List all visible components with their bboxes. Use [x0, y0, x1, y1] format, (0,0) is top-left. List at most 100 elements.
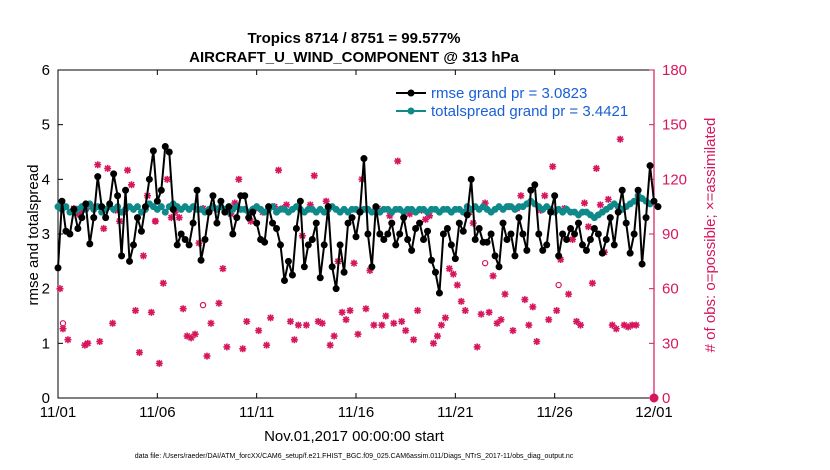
obs-assimilated-point: [239, 345, 247, 353]
rmse-point: [66, 230, 74, 238]
obs-assimilated-point: [159, 279, 167, 287]
obs-assimilated-point: [163, 175, 171, 183]
rmse-point: [161, 143, 169, 151]
rmse-point: [336, 241, 344, 249]
obs-total-marker: [649, 393, 659, 403]
obs-assimilated-point: [318, 319, 326, 327]
rmse-point: [614, 208, 622, 216]
obs-assimilated-point: [286, 317, 294, 325]
rmse-point: [90, 214, 98, 222]
rmse-point: [404, 235, 412, 243]
rmse-point: [630, 230, 638, 238]
obs-assimilated-point: [84, 339, 92, 347]
rmse-point: [70, 205, 78, 213]
rmse-point: [431, 268, 439, 276]
rmse-point: [471, 235, 479, 243]
obs-assimilated-point: [604, 195, 612, 203]
rmse-point: [507, 230, 515, 238]
rmse-point: [102, 214, 110, 222]
rmse-point: [638, 260, 646, 268]
rmse-point: [463, 211, 471, 219]
rmse-point: [177, 230, 185, 238]
rmse-point: [388, 219, 396, 227]
rmse-point: [265, 203, 273, 211]
obs-assimilated-point: [612, 325, 620, 333]
obs-assimilated-point: [247, 217, 255, 225]
obs-assimilated-point: [549, 163, 557, 171]
obs-assimilated-point: [310, 172, 318, 180]
legend-box: [394, 80, 650, 120]
y2-tick-label: 0: [662, 390, 670, 407]
rmse-point: [181, 235, 189, 243]
rmse-point: [118, 252, 126, 260]
obs-possible-point: [481, 259, 489, 267]
rmse-point: [380, 235, 388, 243]
y-tick-label: 0: [42, 390, 50, 407]
obs-possible-point: [152, 218, 159, 225]
rmse-point: [153, 197, 161, 205]
rmse-point: [273, 225, 281, 233]
obs-assimilated-point: [187, 334, 195, 342]
obs-assimilated-point: [406, 210, 414, 218]
y2-tick-label: 60: [662, 281, 679, 298]
obs-assimilated-point: [489, 272, 497, 280]
obs-assimilated-point: [398, 317, 406, 325]
rmse-point: [173, 241, 181, 249]
rmse-point: [408, 246, 416, 254]
rmse-point: [531, 181, 539, 189]
y2-tick-label: 30: [662, 335, 679, 352]
rmse-point: [582, 246, 590, 254]
rmse-point: [459, 227, 467, 235]
rmse-point: [277, 241, 285, 249]
rmse-point: [427, 256, 435, 264]
rmse-point: [280, 276, 288, 284]
rmse-point: [340, 268, 348, 276]
rmse-point: [356, 208, 364, 216]
obs-assimilated-point: [100, 225, 108, 233]
obs-assimilated-point: [290, 336, 298, 344]
obs-assimilated-point: [445, 265, 453, 273]
totalspread-point: [161, 208, 169, 216]
rmse-point: [535, 230, 543, 238]
obs-assimilated-point: [473, 343, 481, 351]
rmse-point: [233, 214, 241, 222]
obs-assimilated-point: [533, 338, 541, 346]
rmse-point: [586, 235, 594, 243]
rmse-point: [642, 214, 650, 222]
obs-assimilated-point: [195, 239, 203, 247]
obs-assimilated-point: [56, 285, 64, 293]
obs-assimilated-point: [485, 308, 493, 316]
obs-assimilated-point: [497, 316, 505, 324]
obs-assimilated-point: [386, 212, 394, 220]
rmse-point: [435, 289, 443, 297]
obs-assimilated-point: [366, 266, 374, 274]
rmse-point: [296, 197, 304, 205]
rmse-point: [487, 230, 495, 238]
obs-assimilated-point: [64, 336, 72, 344]
obs-assimilated-point: [433, 332, 441, 340]
rmse-point: [300, 263, 308, 271]
rmse-point: [225, 203, 233, 211]
x-tick-label: 11/11: [239, 404, 274, 421]
rmse-point: [149, 147, 157, 155]
obs-assimilated-point: [175, 214, 183, 222]
rmse-point: [602, 235, 610, 243]
rmse-point: [495, 263, 503, 271]
rmse-point: [352, 233, 360, 241]
obs-assimilated-point: [545, 316, 553, 324]
totalspread-point: [157, 203, 165, 211]
obs-assimilated-point: [326, 341, 334, 349]
y-tick-label: 2: [42, 281, 50, 298]
x-tick-label: 11/01: [40, 404, 76, 421]
rmse-point: [245, 214, 253, 222]
obs-assimilated-point: [135, 348, 143, 356]
rmse-point: [372, 203, 380, 211]
rmse-point: [137, 227, 145, 235]
rmse-point: [451, 255, 459, 263]
rmse-point: [221, 208, 229, 216]
obs-assimilated-point: [517, 192, 525, 200]
rmse-point: [519, 230, 527, 238]
rmse-point: [122, 186, 130, 194]
rmse-point: [193, 186, 201, 194]
obs-assimilated-point: [501, 290, 509, 298]
